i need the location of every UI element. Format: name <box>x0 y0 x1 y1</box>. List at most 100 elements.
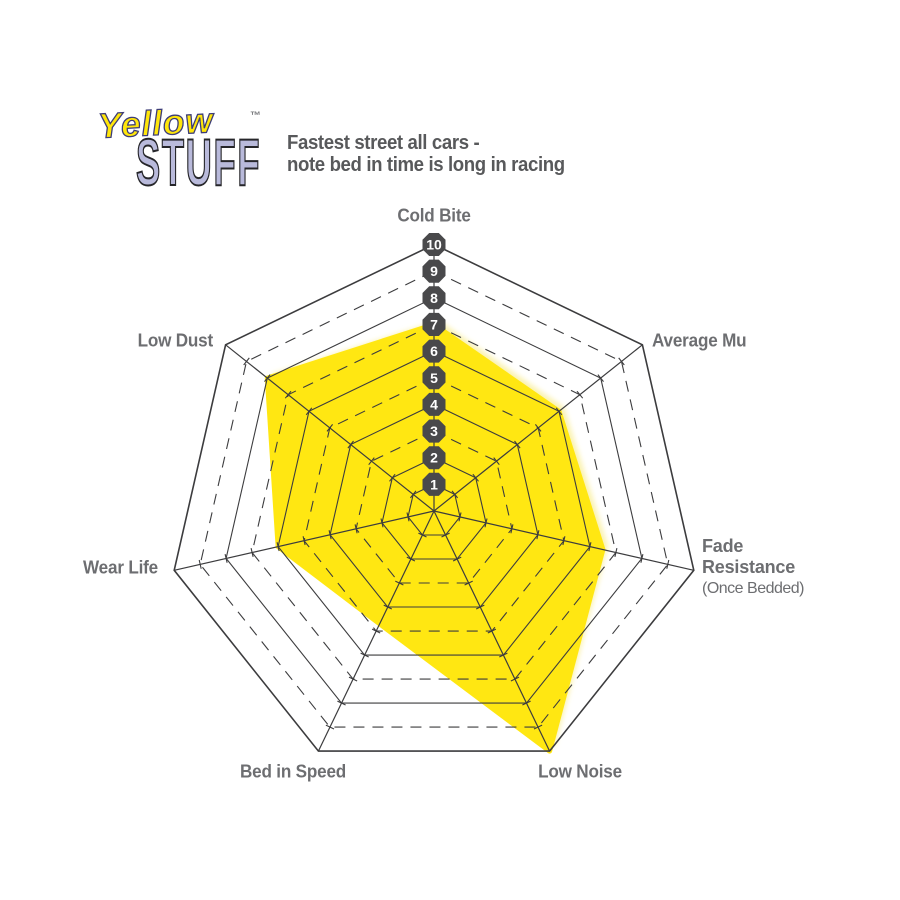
scale-badge-label-8: 8 <box>430 290 438 306</box>
grid-ring-5 <box>303 377 565 632</box>
spoke-tick <box>276 542 280 552</box>
spoke-tick <box>325 724 335 730</box>
spoke-tick <box>380 518 384 528</box>
chart-subtitle: Fastest street all cars - note bed in ti… <box>287 132 565 176</box>
scale-badge-2 <box>422 446 446 470</box>
spoke-tick <box>371 628 381 634</box>
scale-badge-5 <box>422 366 446 390</box>
spoke-tick <box>326 424 334 432</box>
scale-badge-8 <box>422 286 446 310</box>
spoke-tick <box>360 652 369 658</box>
spoke-tick <box>618 357 625 366</box>
scale-badge-label-6: 6 <box>430 343 438 359</box>
grid-ring-8 <box>225 297 643 704</box>
fade-resistance-main: Fade Resistance <box>702 536 796 577</box>
spoke-tick <box>464 580 473 586</box>
grid-ring-3 <box>355 430 513 584</box>
data-polygon <box>264 322 606 754</box>
spoke-tick <box>562 536 566 546</box>
axis-label-low-dust: Low Dust <box>137 330 214 351</box>
spoke-tick <box>458 512 462 522</box>
spoke-tick <box>597 374 604 382</box>
scale-badge-label-4: 4 <box>430 396 438 412</box>
spoke-tick <box>640 553 644 563</box>
spoke-tick <box>198 559 202 569</box>
trademark-symbol: ™ <box>250 110 261 122</box>
grid-ring-2 <box>381 457 487 560</box>
yellowstuff-logo: STUFF Yellow ™ <box>90 90 290 210</box>
scale-badge-label-9: 9 <box>430 263 438 279</box>
spoke-tick <box>305 407 313 416</box>
grid-ring-10 <box>173 243 695 752</box>
axis-label-bed-in-speed: Bed in Speed <box>239 761 347 782</box>
spoke-tick <box>472 473 479 482</box>
scale-badge-7 <box>422 312 446 336</box>
spoke-tick <box>347 440 354 449</box>
spoke-tick <box>328 530 332 540</box>
spoke-tick <box>666 559 670 569</box>
spoke-tick <box>510 524 514 534</box>
axis-label-average-mu: Average Mu <box>652 330 747 351</box>
spoke-tick <box>406 512 410 522</box>
spoke-tick <box>576 390 584 399</box>
spoke-tick <box>614 547 618 558</box>
scale-badge-1 <box>422 472 446 496</box>
spoke-tick <box>284 390 292 399</box>
scale-badge-10 <box>422 233 446 256</box>
scale-badge-4 <box>422 392 446 416</box>
scale-badge-label-1: 1 <box>430 476 438 492</box>
grid-ring-6 <box>277 350 591 656</box>
subtitle-line2: note bed in time is long in racing <box>287 154 565 176</box>
spoke-tick <box>302 536 306 546</box>
scale-badge-9 <box>422 259 446 283</box>
spoke-tick <box>534 424 542 432</box>
logo-word-yellow: Yellow <box>96 100 215 146</box>
spoke-tick <box>264 374 271 382</box>
spoke-tick <box>452 556 462 562</box>
spoke-tick <box>418 532 427 538</box>
spoke-tick <box>383 604 393 610</box>
spoke-tick <box>354 524 358 534</box>
grid-ring-9 <box>199 270 669 728</box>
spoke-tick <box>484 518 488 528</box>
spoke-tick <box>250 547 254 558</box>
scale-badge-label-5: 5 <box>430 370 438 386</box>
spoke-tick <box>395 580 404 586</box>
spoke-tick <box>555 407 563 416</box>
grid-ring-4 <box>329 403 539 608</box>
spoke-tick <box>337 700 346 706</box>
spoke-tick <box>406 556 416 562</box>
spoke-tick <box>224 553 228 563</box>
fade-resistance-sub: (Once Bedded) <box>702 580 805 597</box>
scale-badge-label-10: 10 <box>426 237 442 253</box>
spoke-tick <box>389 473 396 482</box>
spoke-tick <box>487 628 497 634</box>
scale-badge-3 <box>422 419 446 443</box>
axis-label-cold-bite: Cold Bite <box>397 205 471 226</box>
spoke-tick <box>451 490 459 499</box>
axis-label-wear-life: Wear Life <box>83 557 158 578</box>
scale-badge-6 <box>422 339 446 363</box>
spoke-tick <box>493 457 500 466</box>
spoke-tick <box>475 604 485 610</box>
axis-label-fade-resistance: Fade Resistance (Once Bedded) <box>702 536 805 599</box>
spoke-tick <box>243 357 250 366</box>
logo-word-stuff: STUFF <box>135 124 262 200</box>
spoke-tick <box>409 490 417 499</box>
scale-badge-label-3: 3 <box>430 423 438 439</box>
subtitle-line1: Fastest street all cars - <box>287 132 480 154</box>
spoke-tick <box>533 724 543 730</box>
spoke-tick <box>499 652 508 658</box>
spoke-tick <box>348 676 358 682</box>
axis-label-low-noise: Low Noise <box>538 761 622 782</box>
scale-badge-label-7: 7 <box>430 317 438 333</box>
grid-ring-1 <box>407 483 461 536</box>
spoke-tick <box>368 457 375 466</box>
spoke-tick <box>514 440 521 449</box>
scale-badge-label-2: 2 <box>430 450 438 466</box>
spoke-tick <box>588 542 592 552</box>
spoke-tick <box>522 700 531 706</box>
spoke-tick <box>536 530 540 540</box>
